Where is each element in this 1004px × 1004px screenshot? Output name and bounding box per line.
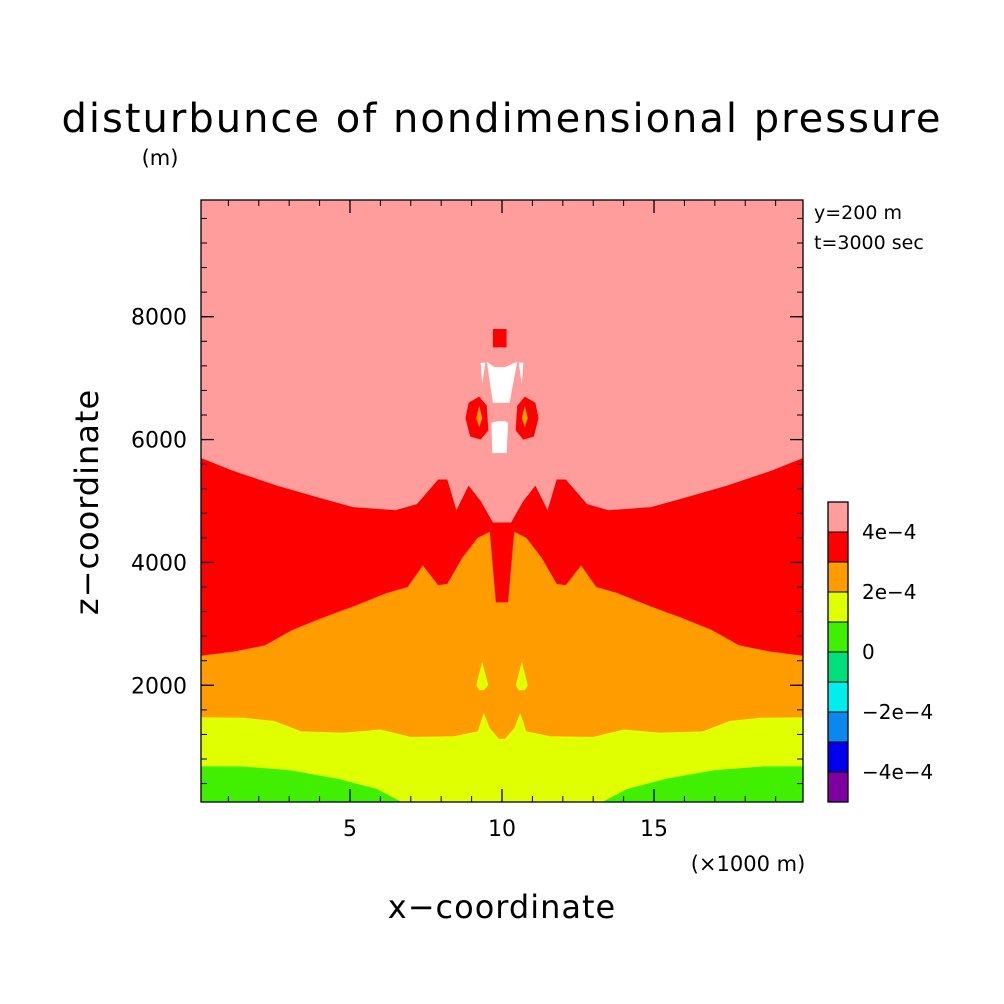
contour-region-11 <box>480 362 486 385</box>
contour-region-6 <box>476 661 489 691</box>
colorbar-swatch <box>827 681 849 713</box>
colorbar-label: 2e−4 <box>862 580 917 604</box>
contour-region-12 <box>518 362 524 385</box>
colorbar-swatch <box>827 591 849 623</box>
contour-region-5 <box>602 766 803 802</box>
colorbar-swatch <box>827 651 849 683</box>
colorbar-swatch <box>827 741 849 773</box>
contour-region-3 <box>201 712 803 802</box>
x-tick-label: 5 <box>343 817 357 842</box>
contour-region-4 <box>201 766 402 802</box>
colorbar-label: 4e−4 <box>862 520 917 544</box>
x-tick-label: 10 <box>488 817 516 842</box>
contour-region-9 <box>486 361 518 403</box>
y-tick-labels: 2000 4000 6000 8000 <box>131 306 187 700</box>
y-axis-label: z−coordinate <box>68 389 106 615</box>
major-ticks <box>201 200 803 802</box>
colorbar-frame <box>827 501 849 803</box>
colorbar-swatch <box>827 531 849 563</box>
colorbar-label: −4e−4 <box>862 760 933 784</box>
colorbar-swatch <box>827 711 849 743</box>
x-unit-label: (×1000 m) <box>691 852 806 876</box>
chart-title: disturbunce of nondimensional pressure <box>62 96 943 142</box>
y-tick-label: 4000 <box>131 551 187 576</box>
x-tick-label: 15 <box>640 817 668 842</box>
contour-fields <box>201 200 803 802</box>
y-tick-label: 6000 <box>131 429 187 454</box>
colorbar-swatch <box>827 561 849 593</box>
colorbar-swatch <box>827 621 849 653</box>
x-axis-label: x−coordinate <box>388 888 616 926</box>
colorbar <box>827 501 849 803</box>
annotation-t: t=3000 sec <box>814 232 924 254</box>
colorbar-swatch <box>827 501 849 533</box>
contour-region-10 <box>491 421 509 454</box>
colorbar-labels: 4e−4 2e−4 0 −2e−4 −4e−4 <box>862 520 933 784</box>
y-tick-label: 8000 <box>131 306 187 331</box>
y-unit-label: (m) <box>142 146 179 170</box>
colorbar-label: −2e−4 <box>862 700 933 724</box>
contour-region-16 <box>521 405 528 428</box>
contour-region-8 <box>492 329 507 348</box>
colorbar-label: 0 <box>862 640 875 664</box>
y-tick-label: 2000 <box>131 674 187 699</box>
colorbar-swatch <box>827 771 849 803</box>
contour-region-15 <box>476 405 483 428</box>
x-tick-labels: 5 10 15 <box>343 817 668 842</box>
annotation-y: y=200 m <box>814 202 902 224</box>
minor-ticks <box>201 200 803 802</box>
contour-region-7 <box>515 661 528 691</box>
